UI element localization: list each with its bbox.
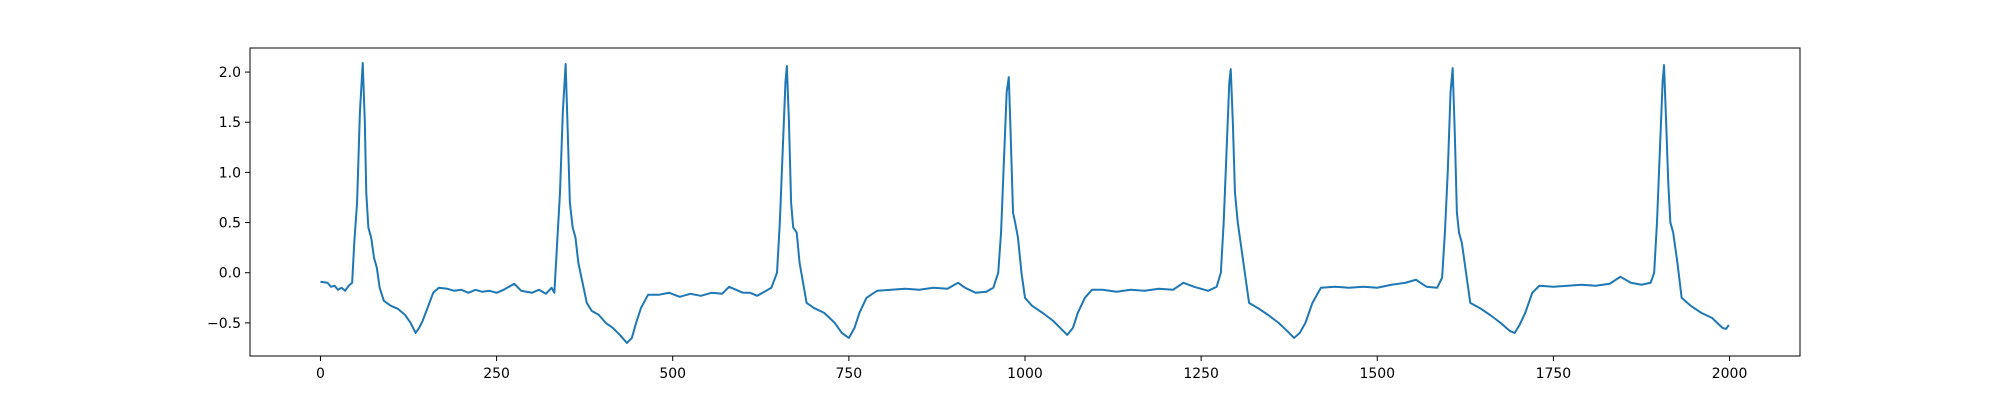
x-tick-label: 500 <box>659 366 686 382</box>
x-tick-label: 250 <box>483 366 510 382</box>
y-tick-label: 1.5 <box>219 115 241 131</box>
x-tick-label: 2000 <box>1712 366 1748 382</box>
x-tick-label: 1000 <box>1007 366 1043 382</box>
y-tick-label: 0.5 <box>219 216 241 232</box>
x-tick-label: 1250 <box>1183 366 1219 382</box>
y-tick-label: 2.0 <box>219 65 241 81</box>
y-tick-label: 0.0 <box>219 266 241 282</box>
x-tick-label: 1500 <box>1359 366 1395 382</box>
y-tick-label: −0.5 <box>207 316 241 332</box>
x-tick-label: 750 <box>835 366 862 382</box>
y-tick-label: 1.0 <box>219 165 241 181</box>
data-line <box>320 62 1730 344</box>
axes-frame <box>249 47 1801 357</box>
x-tick-label: 0 <box>316 366 325 382</box>
x-tick-label: 1750 <box>1536 366 1572 382</box>
